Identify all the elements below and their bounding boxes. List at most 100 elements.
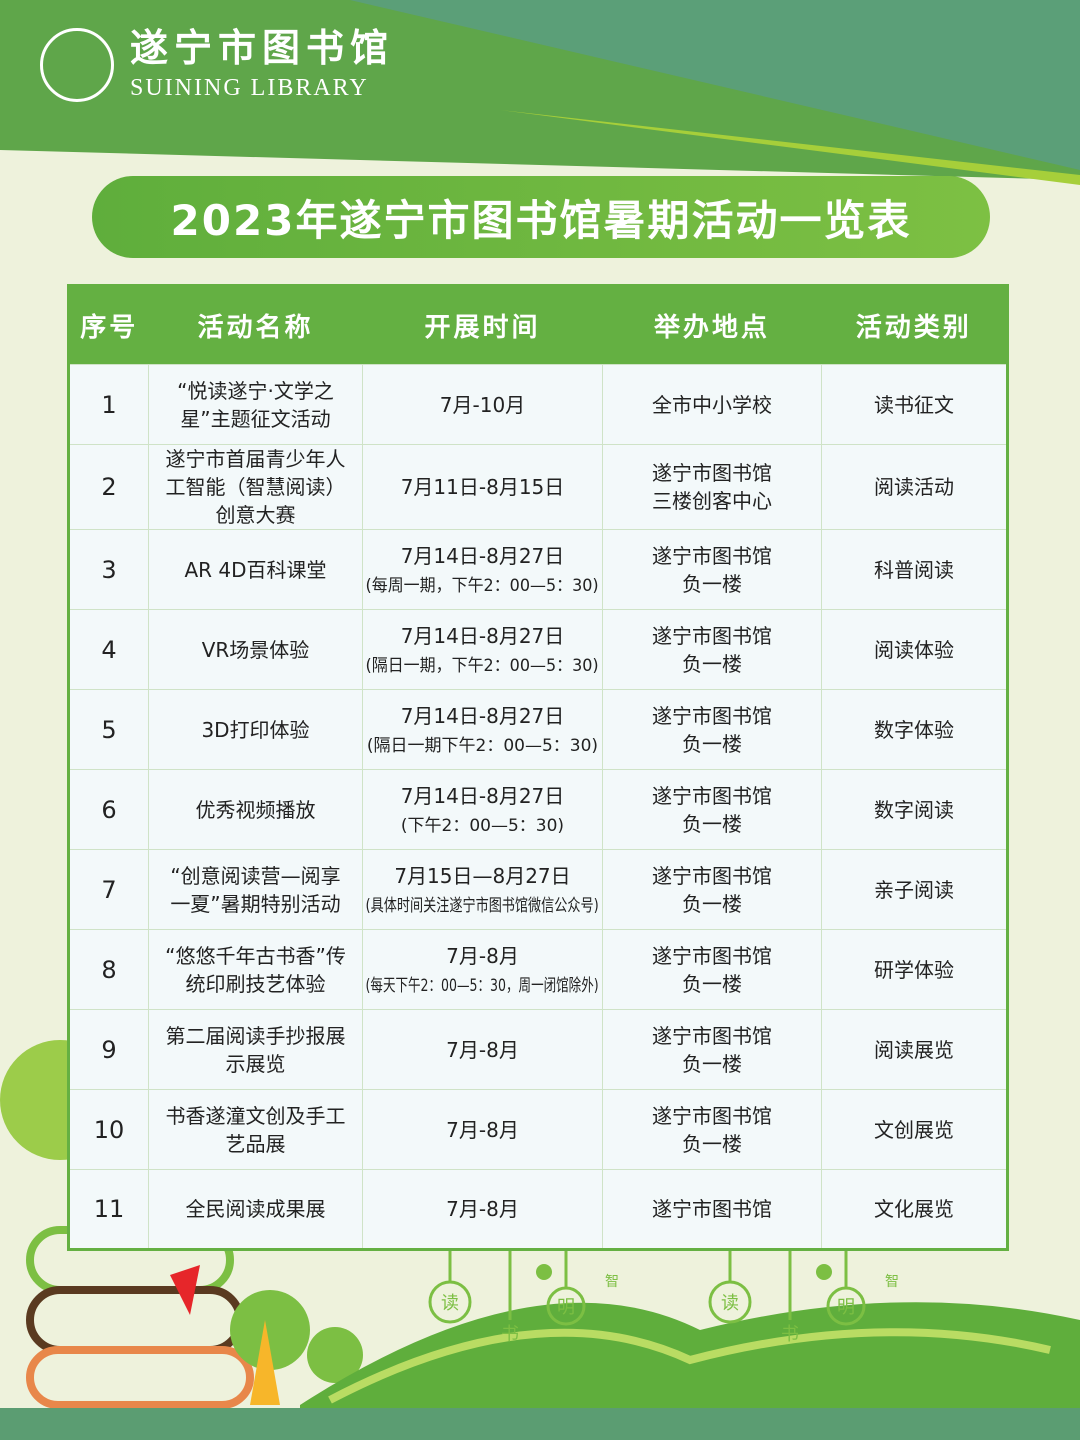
poster-title: 2023年遂宁市图书馆暑期活动一览表 [92,176,990,258]
activity-time-cell: 7月-8月 [362,1009,603,1090]
row-number: 9 [68,1009,149,1090]
column-header: 开展时间 [362,285,603,365]
table-header: 序号 活动名称 开展时间 举办地点 活动类别 [68,285,1008,365]
activity-place: 遂宁市图书馆负一楼 [602,929,822,1010]
activity-time-cell: 7月-8月 [362,1169,603,1250]
table-row: 11 全民阅读成果展 7月-8月 遂宁市图书馆 文化展览 [68,1169,1008,1250]
activity-place: 遂宁市图书馆负一楼 [602,529,822,610]
table-row: 6 优秀视频播放 7月14日-8月27日 (下午2：00—5：30) 遂宁市图书馆… [68,769,1008,850]
activity-type: 阅读展览 [821,1009,1008,1090]
activity-place: 遂宁市图书馆负一楼 [602,689,822,770]
activity-name: AR 4D百科课堂 [148,529,363,610]
table-row: 9 第二届阅读手抄报展示展览 7月-8月 遂宁市图书馆负一楼 阅读展览 [68,1009,1008,1090]
activity-time: 7月14日-8月27日 [400,623,565,648]
activity-time: 7月14日-8月27日 [400,783,565,808]
activity-time-cell: 7月14日-8月27日 (隔日一期，下午2：00—5：30) [362,609,603,690]
table-row: 4 VR场景体验 7月14日-8月27日 (隔日一期，下午2：00—5：30) 遂… [68,609,1008,690]
activity-place: 遂宁市图书馆 [602,1169,822,1250]
table-row: 1 “悦读遂宁·文学之星”主题征文活动 7月-10月 全市中小学校 读书征文 [68,364,1008,445]
activity-time: 7月-10月 [439,392,526,417]
ornament-text: 读 [441,1293,459,1314]
activity-time-note: (每周一期，下午2：00—5：30) [365,575,600,596]
table-row: 5 3D打印体验 7月14日-8月27日 (隔日一期下午2：00—5：30) 遂宁… [68,689,1008,770]
activity-name: “悦读遂宁·文学之星”主题征文活动 [148,364,363,445]
column-header: 序号 [68,285,149,365]
column-header: 活动类别 [821,285,1008,365]
activity-place: 遂宁市图书馆负一楼 [602,1089,822,1170]
activity-type: 阅读活动 [821,444,1008,530]
activity-table: 序号 活动名称 开展时间 举办地点 活动类别 1 “悦读遂宁·文学之星”主题征文… [67,284,1009,1251]
activity-time: 7月14日-8月27日 [400,703,565,728]
activity-time-cell: 7月-10月 [362,364,603,445]
activity-name: 遂宁市首届青少年人工智能（智慧阅读）创意大赛 [148,444,363,530]
row-number: 8 [68,929,149,1010]
activity-time: 7月-8月 [446,943,519,968]
row-number: 6 [68,769,149,850]
ornament-text: 书 [781,1324,799,1345]
column-header: 活动名称 [148,285,363,365]
activity-time-cell: 7月14日-8月27日 (隔日一期下午2：00—5：30) [362,689,603,770]
ornament-text: 书 [501,1324,519,1345]
ornament-text: 读 [721,1293,739,1314]
library-logo [40,28,114,102]
activity-name: 全民阅读成果展 [148,1169,363,1250]
table-row: 8 “悠悠千年古书香”传统印刷技艺体验 7月-8月 (每天下午2：00—5：30，… [68,929,1008,1010]
row-number: 3 [68,529,149,610]
ornament-characters: 读 书 明 智 读 书 明 智 [441,1274,899,1345]
library-name-cn: 遂宁市图书馆 [130,25,395,70]
activity-time-note: (具体时间关注遂宁市图书馆微信公众号) [365,895,600,916]
activity-name: 第二届阅读手抄报展示展览 [148,1009,363,1090]
activity-type: 研学体验 [821,929,1008,1010]
activity-type: 数字体验 [821,689,1008,770]
table-row: 2 遂宁市首届青少年人工智能（智慧阅读）创意大赛 7月11日-8月15日 遂宁市… [68,444,1008,530]
activity-time: 7月-8月 [446,1197,519,1221]
activity-time: 7月11日-8月15日 [400,475,565,499]
activity-place: 遂宁市图书馆负一楼 [602,769,822,850]
ornament-text: 明 [557,1297,575,1318]
activity-name: 3D打印体验 [148,689,363,770]
ornament-text: 智 [885,1274,899,1290]
row-number: 4 [68,609,149,690]
activity-time-cell: 7月15日—8月27日 (具体时间关注遂宁市图书馆微信公众号) [362,849,603,930]
activity-time-cell: 7月14日-8月27日 (每周一期，下午2：00—5：30) [362,529,603,610]
library-name-en: SUINING LIBRARY [130,75,369,101]
activity-time-note: (每天下午2：00—5：30，周一闭馆除外) [365,975,600,996]
activity-time-note: (下午2：00—5：30) [400,815,565,836]
row-number: 2 [68,444,149,530]
column-header: 举办地点 [602,285,822,365]
ornament-text: 智 [605,1274,619,1290]
activity-place: 遂宁市图书馆负一楼 [602,609,822,690]
activity-place: 遂宁市图书馆三楼创客中心 [602,444,822,530]
activity-type: 读书征文 [821,364,1008,445]
activity-name: 优秀视频播放 [148,769,363,850]
activity-time: 7月14日-8月27日 [400,543,565,568]
activity-place: 全市中小学校 [602,364,822,445]
table-row: 10 书香遂潼文创及手工艺品展 7月-8月 遂宁市图书馆负一楼 文创展览 [68,1089,1008,1170]
activity-time-cell: 7月14日-8月27日 (下午2：00—5：30) [362,769,603,850]
activity-time-cell: 7月11日-8月15日 [362,444,603,530]
activity-time-note: (隔日一期下午2：00—5：30) [366,735,599,756]
row-number: 7 [68,849,149,930]
bottom-band [0,1408,1080,1440]
activity-name: VR场景体验 [148,609,363,690]
table-row: 7 “创意阅读营—阅享一夏”暑期特别活动 7月15日—8月27日 (具体时间关注遂… [68,849,1008,930]
activity-time: 7月-8月 [446,1117,519,1142]
activity-type: 文化展览 [821,1169,1008,1250]
activity-name: 书香遂潼文创及手工艺品展 [148,1089,363,1170]
activity-type: 科普阅读 [821,529,1008,610]
activity-time: 7月-8月 [446,1037,519,1062]
activity-type: 亲子阅读 [821,849,1008,930]
row-number: 11 [68,1169,149,1250]
row-number: 1 [68,364,149,445]
row-number: 10 [68,1089,149,1170]
activity-type: 阅读体验 [821,609,1008,690]
activity-place: 遂宁市图书馆负一楼 [602,849,822,930]
activity-type: 文创展览 [821,1089,1008,1170]
activity-name: “悠悠千年古书香”传统印刷技艺体验 [148,929,363,1010]
activity-time-cell: 7月-8月 (每天下午2：00—5：30，周一闭馆除外) [362,929,603,1010]
ornament-text: 明 [837,1297,855,1318]
row-number: 5 [68,689,149,770]
activity-type: 数字阅读 [821,769,1008,850]
activity-time: 7月15日—8月27日 [394,863,571,888]
